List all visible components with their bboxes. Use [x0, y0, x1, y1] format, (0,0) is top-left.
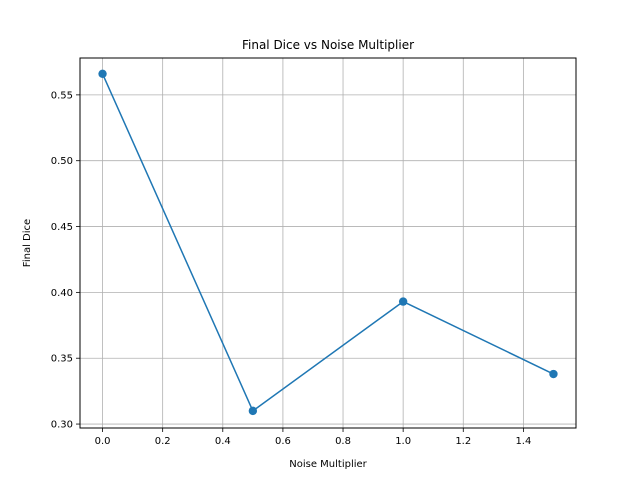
- ticks: 0.0 0.2 0.4 0.6 0.8 1.0 1.2 1.4 0.30 0.35 0.40 0.45…: [51, 90, 532, 447]
- y-tick-label: 0.55: [51, 90, 73, 101]
- x-tick-label: 0.0: [95, 436, 111, 447]
- x-tick-label: 0.2: [155, 436, 171, 447]
- y-axis-label: Final Dice: [22, 219, 33, 267]
- x-tick-label: 0.4: [215, 436, 231, 447]
- x-tick-label: 1.0: [395, 436, 411, 447]
- data-point: [98, 69, 107, 79]
- x-tick-label: 0.8: [335, 436, 351, 447]
- data-point: [248, 406, 258, 416]
- y-tick-label: 0.50: [51, 156, 73, 167]
- chart-title: Final Dice vs Noise Multiplier: [242, 38, 414, 52]
- axes-frame: [79, 57, 577, 429]
- series-line: [101, 73, 554, 412]
- x-tick-label: 0.6: [275, 436, 291, 447]
- x-tick-label: 1.4: [515, 436, 531, 447]
- data-point: [549, 369, 558, 379]
- grid: [80, 58, 576, 428]
- y-tick-label: 0.40: [51, 288, 73, 299]
- x-axis-label: Noise Multiplier: [289, 459, 367, 470]
- series-layer: [98, 69, 558, 416]
- data-point: [398, 297, 408, 306]
- y-tick-label: 0.35: [51, 354, 73, 365]
- plot-area: [80, 58, 576, 428]
- y-tick-label: 0.30: [51, 420, 73, 431]
- y-tick-label: 0.45: [51, 222, 73, 233]
- x-tick-label: 1.2: [455, 436, 471, 447]
